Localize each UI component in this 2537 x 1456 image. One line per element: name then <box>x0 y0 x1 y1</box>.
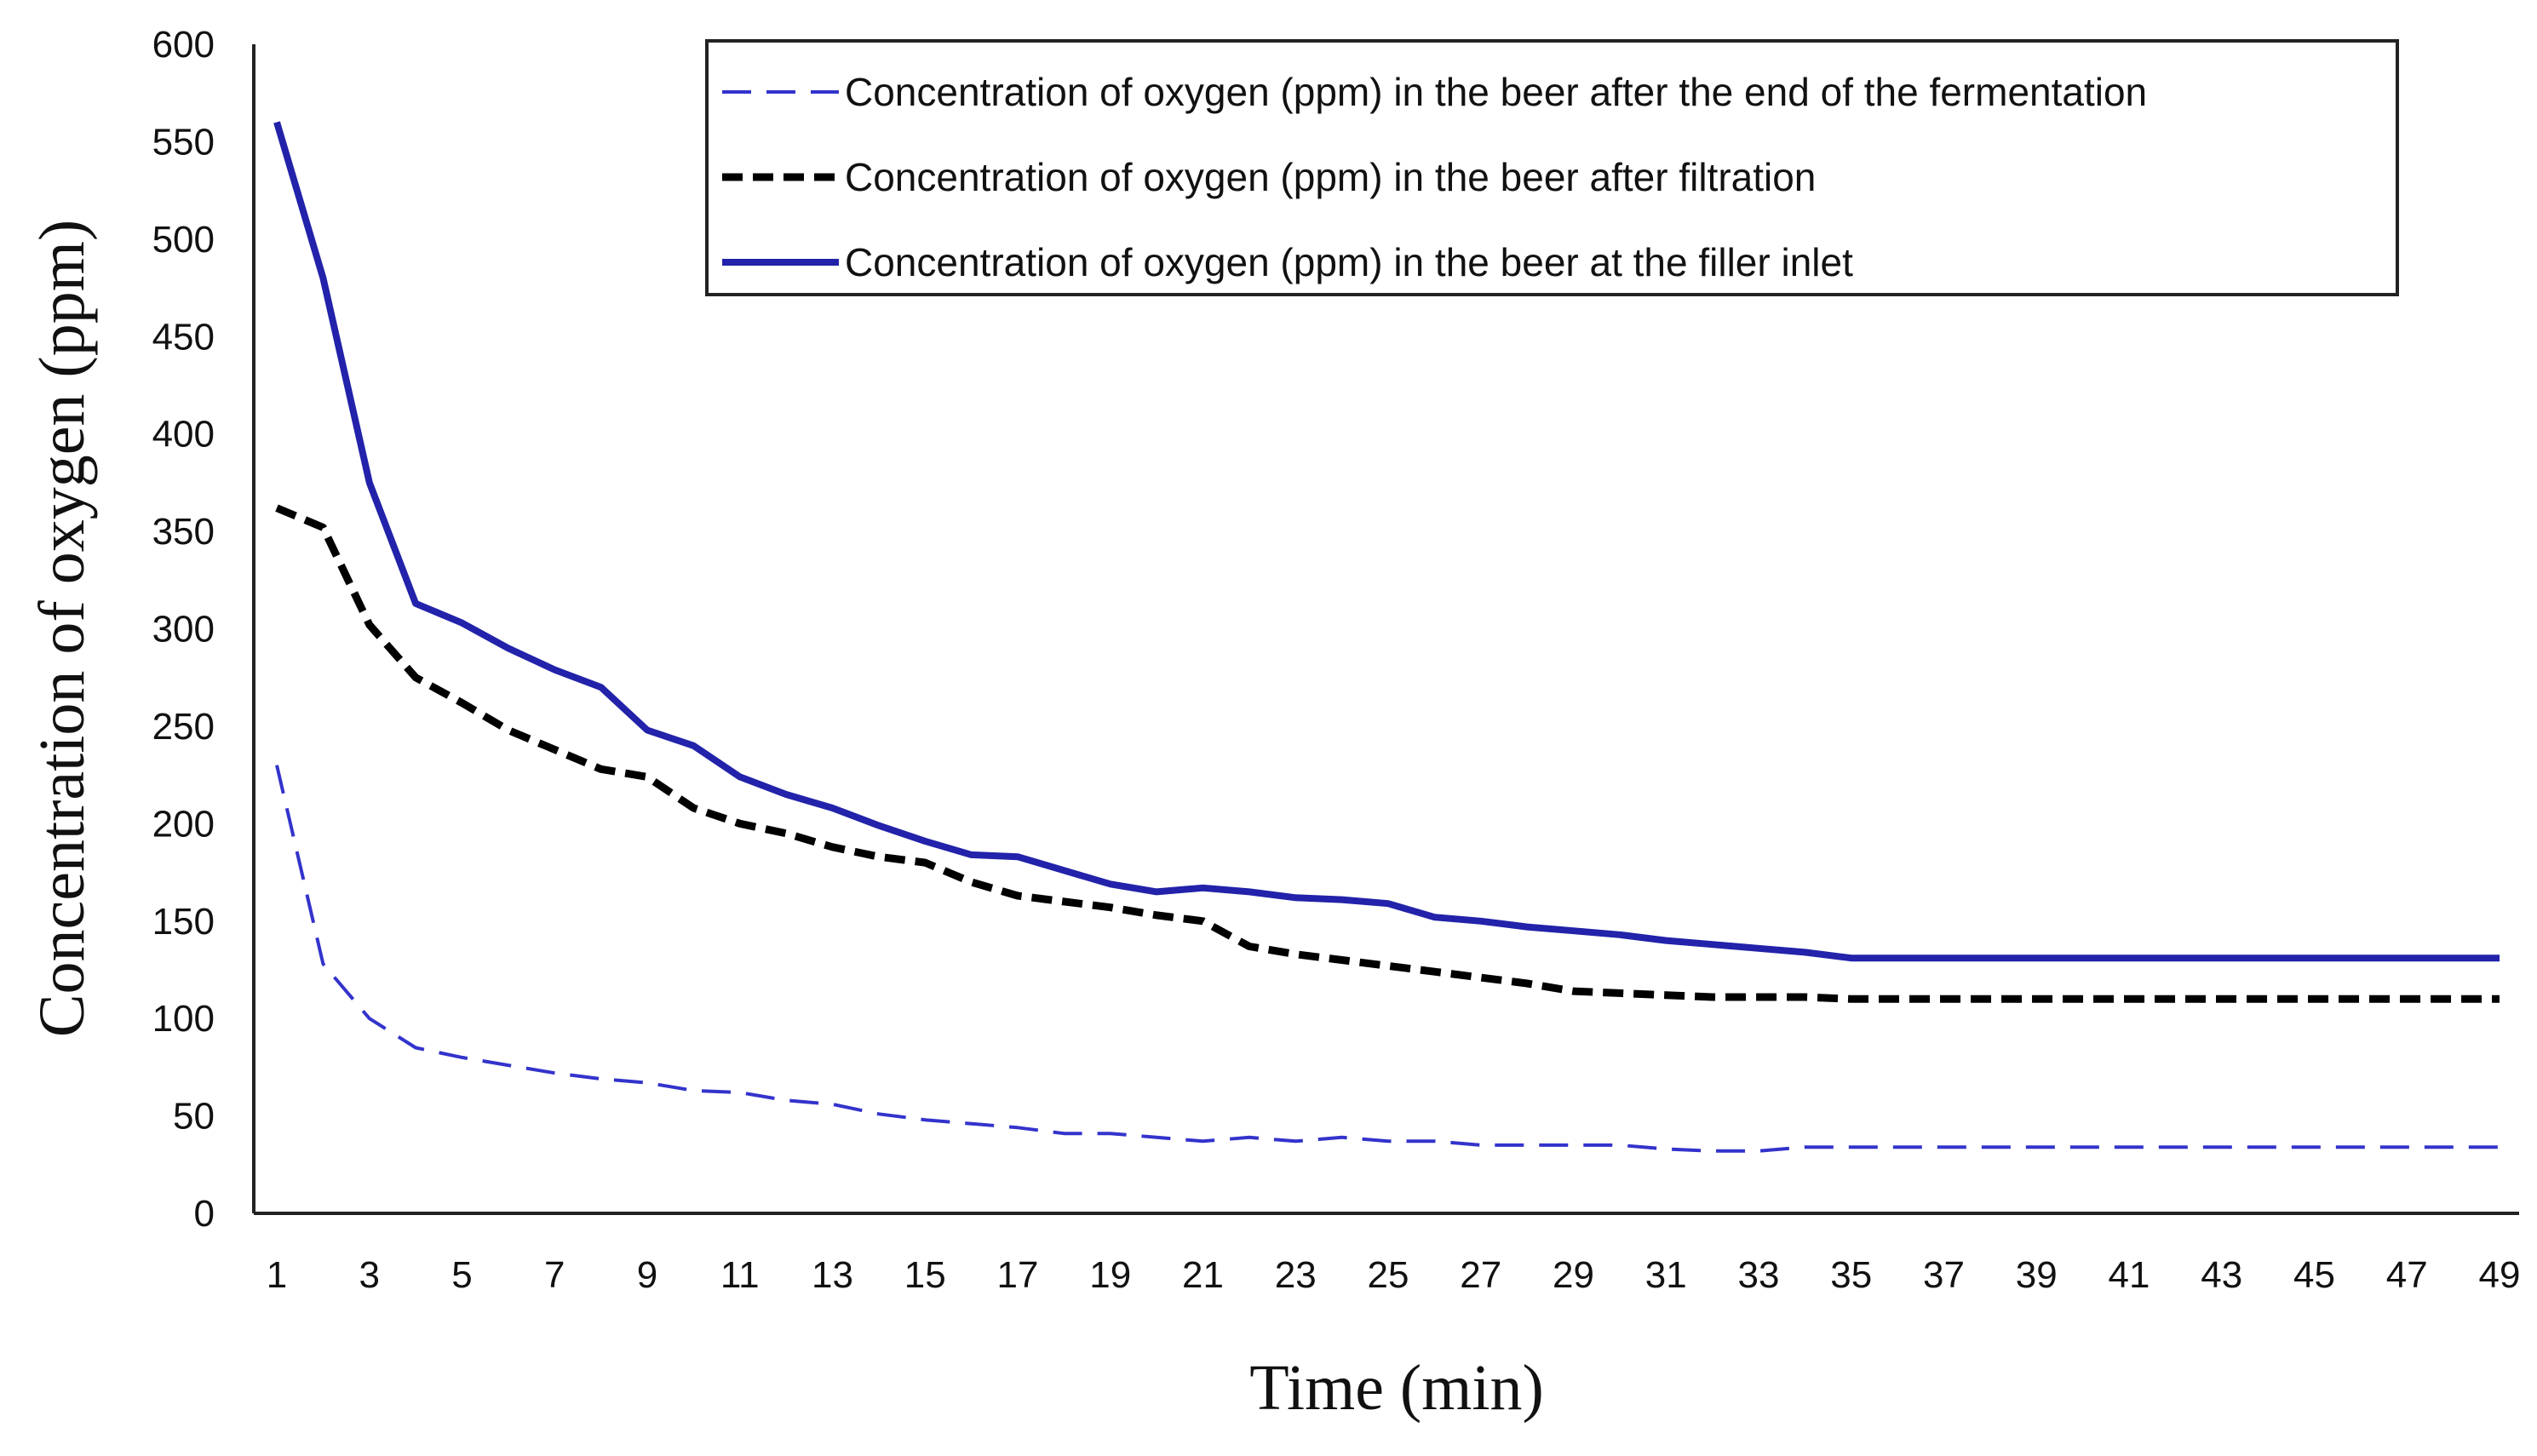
y-tick-label: 550 <box>152 121 215 163</box>
y-tick-label: 400 <box>152 414 215 456</box>
x-tick-label: 1 <box>267 1254 287 1296</box>
y-tick-label: 150 <box>152 901 215 943</box>
x-tick-label: 21 <box>1182 1254 1224 1296</box>
x-axis-title: Time (min) <box>1249 1352 1544 1424</box>
x-ticks: 1 3 5 7 9 11 13 15 17 19 21 23 25 27 29 31 33 35 37 39 41 43 4… <box>267 1254 2521 1296</box>
y-tick-label: 350 <box>152 511 215 553</box>
x-tick-label: 25 <box>1368 1254 1409 1296</box>
x-tick-label: 11 <box>720 1254 760 1296</box>
y-axis-title: Concentration of oxygen (ppm) <box>26 220 98 1037</box>
x-tick-label: 45 <box>2293 1254 2335 1296</box>
x-tick-label: 7 <box>544 1254 565 1296</box>
y-tick-label: 100 <box>152 998 215 1040</box>
x-tick-label: 19 <box>1089 1254 1131 1296</box>
series-line-fermentation <box>275 765 2500 1153</box>
x-tick-label: 49 <box>2479 1254 2521 1296</box>
x-tick-label: 3 <box>359 1254 380 1296</box>
x-tick-label: 9 <box>637 1254 657 1296</box>
legend: Concentration of oxygen (ppm) in the bee… <box>705 39 2399 296</box>
y-tick-label: 0 <box>194 1193 215 1235</box>
legend-label-filtration: Concentration of oxygen (ppm) in the bee… <box>845 155 1816 199</box>
y-tick-label: 500 <box>152 219 215 261</box>
x-tick-label: 31 <box>1645 1254 1687 1296</box>
y-ticks: 0 50 100 150 200 250 300 350 400 450 500 550 600 <box>152 24 215 1235</box>
y-tick-label: 300 <box>152 609 215 651</box>
x-tick-label: 15 <box>904 1254 946 1296</box>
legend-label-fermentation: Concentration of oxygen (ppm) in the bee… <box>845 70 2147 114</box>
x-tick-label: 29 <box>1553 1254 1594 1296</box>
y-tick-label: 200 <box>152 803 215 845</box>
series-line-filler-inlet <box>273 121 2500 962</box>
x-tick-label: 27 <box>1460 1254 1501 1296</box>
x-tick-label: 37 <box>1923 1254 1965 1296</box>
x-tick-label: 13 <box>812 1254 853 1296</box>
legend-box <box>705 39 2399 296</box>
axes <box>252 44 2519 1215</box>
x-tick-label: 5 <box>451 1254 472 1296</box>
x-tick-label: 35 <box>1830 1254 1872 1296</box>
x-tick-label: 43 <box>2201 1254 2242 1296</box>
y-tick-label: 250 <box>152 706 215 748</box>
y-tick-label: 50 <box>173 1096 215 1138</box>
y-tick-label: 600 <box>152 24 215 66</box>
x-tick-label: 33 <box>1738 1254 1780 1296</box>
legend-label-filler-inlet: Concentration of oxygen (ppm) in the bee… <box>845 240 1853 284</box>
x-tick-label: 41 <box>2109 1254 2150 1296</box>
series-line-filtration <box>275 504 2500 1003</box>
series-group <box>273 121 2500 1153</box>
x-tick-label: 47 <box>2386 1254 2428 1296</box>
x-tick-label: 23 <box>1275 1254 1317 1296</box>
x-tick-label: 39 <box>2016 1254 2058 1296</box>
y-tick-label: 450 <box>152 316 215 358</box>
x-tick-label: 17 <box>997 1254 1039 1296</box>
